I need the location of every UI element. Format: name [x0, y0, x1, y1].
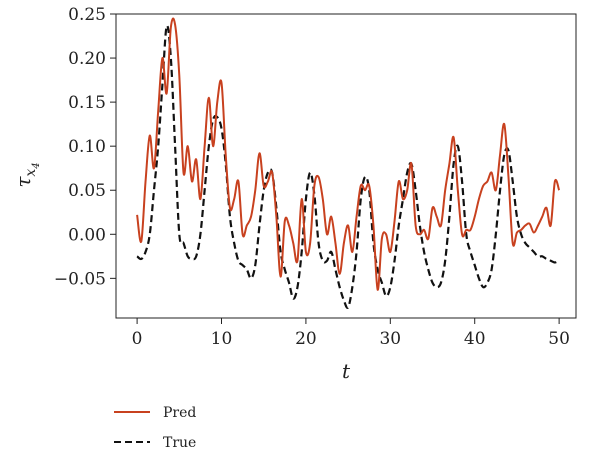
- y-tick-label: 0.05: [68, 181, 106, 201]
- x-tick-label: 0: [132, 329, 143, 349]
- x-tick-label: 50: [548, 329, 570, 349]
- y-axis-title: τx4: [11, 162, 42, 187]
- y-tick-label: 0.20: [68, 49, 106, 69]
- x-tick-label: 30: [379, 329, 401, 349]
- x-axis-title: t: [342, 359, 351, 383]
- legend-label-true: True: [163, 435, 196, 451]
- y-tick-label: 0.00: [68, 225, 106, 245]
- axis-ticks: 0 10 20 30 40 50 −0.05 0.00 0.05 0.10 0.15 0.20 0.25: [54, 5, 570, 349]
- series-line-true: [136, 24, 560, 309]
- y-tick-label: 0.15: [68, 93, 106, 113]
- y-tick-label: 0.25: [68, 5, 106, 25]
- x-tick-label: 20: [295, 329, 317, 349]
- x-tick-label: 10: [211, 329, 233, 349]
- y-tick-label: −0.05: [54, 269, 106, 289]
- y-axis-title-sub: x: [23, 169, 39, 177]
- legend-label-pred: Pred: [163, 405, 196, 421]
- legend: Pred True: [114, 405, 196, 451]
- x-tick-label: 40: [464, 329, 486, 349]
- y-axis-title-subsub: 4: [31, 162, 42, 169]
- plot-frame: [115, 13, 577, 319]
- y-axis-title-main: τ: [11, 176, 35, 188]
- y-tick-label: 0.10: [68, 137, 106, 157]
- svg-text:τx4: τx4: [11, 162, 42, 187]
- series-lines: [136, 17, 561, 309]
- series-line-pred: [136, 17, 561, 291]
